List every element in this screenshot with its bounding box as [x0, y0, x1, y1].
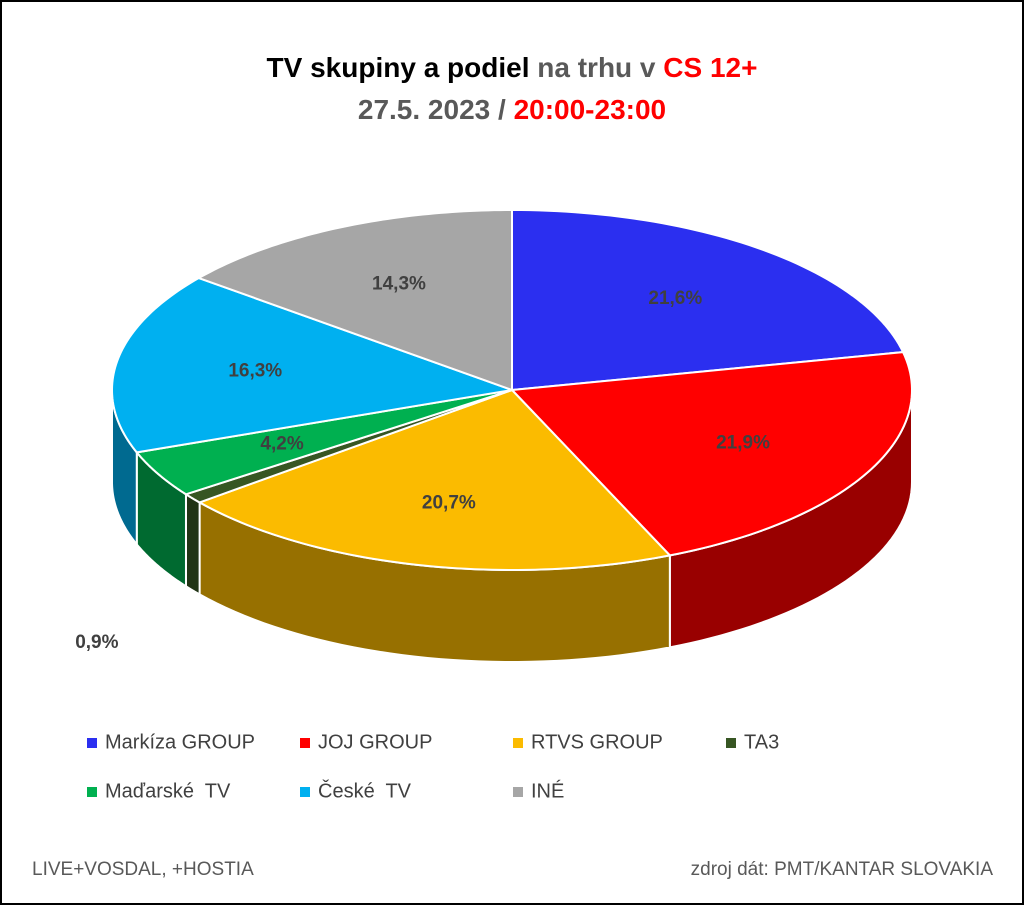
legend-label: RTVS GROUP [531, 731, 663, 753]
data-label: 14,3% [372, 274, 426, 295]
title-part: na trhu v [537, 52, 656, 83]
chart-title: TV skupiny a podiel na trhu v CS 12+ [267, 52, 758, 83]
legend: Markíza GROUP JOJ GROUP RTVS GROUP TA3 Maďar… [87, 731, 779, 802]
legend-label: TA3 [744, 731, 779, 753]
legend-label: Markíza GROUP [105, 731, 255, 753]
data-label: 20,7% [422, 493, 476, 514]
data-label: 4,2% [260, 434, 303, 455]
legend-marker [726, 738, 736, 748]
data-label: 21,9% [716, 433, 770, 454]
pie-slice [134, 389, 513, 496]
legend-label: INÉ [531, 779, 564, 802]
pie-slice [111, 276, 516, 454]
legend-label: Maďarské TV [105, 780, 231, 802]
data-label: 0,9% [75, 632, 118, 653]
pie-slice [183, 389, 513, 504]
legend-marker [300, 738, 310, 748]
legend-label: JOJ GROUP [318, 731, 432, 753]
data-label: 16,3% [228, 361, 282, 382]
pie-slice [197, 388, 672, 571]
chart-subtitle: 27.5. 2023 / 20:00-23:00 [358, 94, 666, 125]
footnote-right: zdroj dát: PMT/KANTAR SLOVAKIA [691, 859, 994, 880]
pie-side [184, 492, 201, 597]
legend-marker [513, 787, 523, 797]
legend-marker [87, 787, 97, 797]
pie: 21,6% 21,9% 20,7% 0,9% 4,2% 16,3% 14,3% [75, 208, 913, 663]
legend-marker [300, 787, 310, 797]
title-part: CS 12+ [663, 52, 757, 83]
pie-slice [196, 208, 513, 392]
legend-label: České TV [318, 779, 412, 802]
legend-marker [513, 738, 523, 748]
data-label: 21,6% [648, 288, 702, 309]
pie-slice [511, 208, 905, 392]
pie-slice [509, 351, 913, 557]
footnote-left: LIVE+VOSDAL, +HOSTIA [32, 859, 254, 880]
title-part: 20:00-23:00 [514, 94, 667, 125]
title-part: 27.5. 2023 / [358, 94, 506, 125]
title-part: TV skupiny a podiel [267, 52, 530, 83]
legend-marker [87, 738, 97, 748]
